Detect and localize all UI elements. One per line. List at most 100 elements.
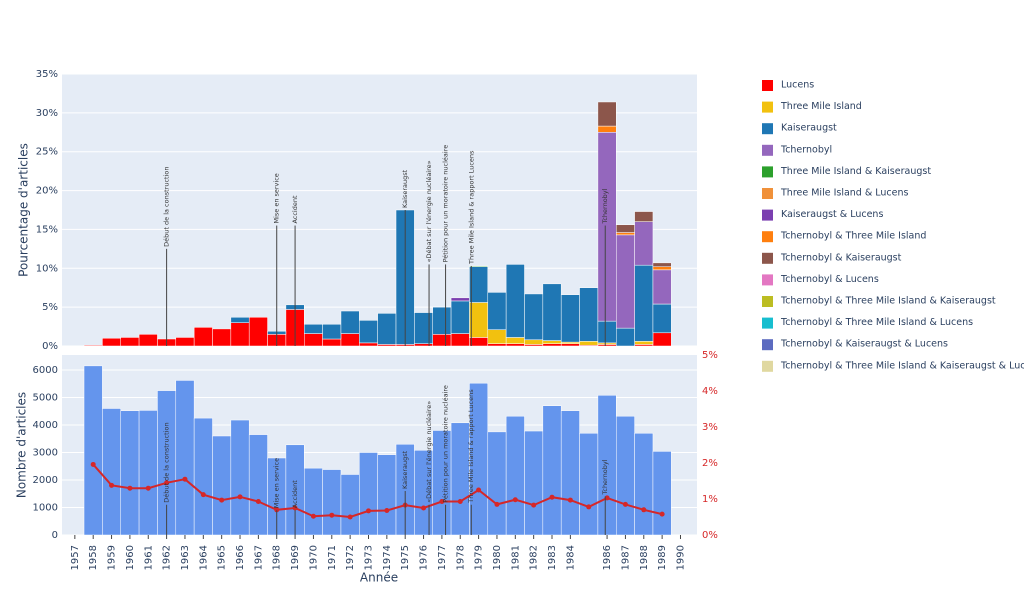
bar-segment [450, 333, 470, 347]
legend-swatch [762, 209, 773, 221]
legend-label: Tchernobyl & Lucens [780, 274, 879, 285]
legend-label: Three Mile Island [780, 101, 862, 112]
bar [83, 365, 103, 536]
line-marker [329, 512, 335, 518]
line-marker [145, 485, 151, 491]
bar [230, 419, 250, 536]
y-tick-label: 25% [36, 147, 58, 158]
x-tick-label: 1986 [602, 545, 613, 570]
x-tick-label: 1990 [675, 545, 686, 570]
y-tick-label: 2000 [33, 475, 58, 486]
y-tick-label: 15% [36, 224, 58, 235]
y2-tick-label: 2% [702, 458, 718, 469]
bar-segment [597, 125, 617, 133]
line-marker [255, 499, 261, 505]
x-tick-label: 1967 [253, 545, 264, 570]
x-tick-label: 1957 [70, 545, 81, 570]
y2-tick-label: 5% [702, 350, 718, 361]
y-tick-label: 30% [36, 108, 58, 119]
x-tick-label: 1988 [639, 545, 650, 570]
legend-label: Tchernobyl & Three Mile Island & Kaisera… [780, 296, 996, 307]
x-tick-label: 1976 [419, 545, 430, 570]
y-tick-label: 3000 [33, 447, 58, 458]
bar-segment [414, 312, 433, 344]
x-tick-label: 1969 [290, 545, 301, 570]
bar-segment [615, 232, 635, 236]
annotation-text: Three Mile Island & rapport Lucens [467, 150, 475, 265]
x-tick-label: 1973 [363, 545, 374, 570]
y-tick-label: 35% [36, 69, 58, 80]
x-tick-label: 1965 [217, 545, 228, 570]
y-tick-label: 4000 [33, 420, 58, 431]
y-axis-title: Pourcentage d'articles [17, 143, 31, 277]
bar-segment [450, 297, 470, 302]
y-axis-title: Nombre d'articles [15, 392, 29, 498]
y2-tick-label: 1% [702, 494, 718, 505]
bar-segment [505, 264, 525, 338]
line [92, 463, 663, 519]
annotation-text: Kaiseraugst [401, 169, 409, 208]
legend-label: Tchernobyl [780, 144, 832, 155]
annotation-text: Tchernobyl [601, 188, 609, 224]
bar-segment [120, 337, 140, 347]
bar-segment [652, 303, 672, 334]
bar-segment [524, 339, 544, 345]
bar-segment [634, 264, 654, 342]
legend-swatch [762, 188, 773, 199]
annotation-text: Tchernobyl [601, 459, 609, 495]
bar-segment [634, 341, 654, 345]
y-tick-label: 5% [42, 302, 58, 313]
x-tick-label: 1966 [235, 545, 246, 570]
annotation-text: Pétition pour un moratoire nucléaire [442, 145, 450, 263]
annotation-text: Début de la construction [163, 167, 171, 247]
legend-swatch [762, 274, 773, 286]
line-marker [439, 499, 445, 505]
bar-segment [652, 266, 672, 271]
line-marker [531, 502, 537, 508]
x-tick-label: 1979 [474, 545, 485, 570]
bar-segment [340, 310, 360, 334]
bar [102, 408, 121, 536]
bar [542, 405, 562, 536]
bar-segment [469, 337, 489, 347]
bar-segment [230, 322, 250, 347]
line-marker [567, 497, 573, 503]
bar [560, 410, 580, 536]
x-tick-label: 1971 [327, 545, 338, 570]
bar-segment [652, 332, 672, 347]
bar-segment [542, 283, 562, 341]
annotation-text: Pétition pour un moratoire nucléaire [442, 385, 450, 503]
bar-segment [340, 333, 360, 347]
bar-segment [432, 334, 452, 347]
bar-segment [304, 333, 323, 347]
y-tick-label: 6000 [33, 365, 58, 376]
bar-segment [377, 313, 397, 345]
line-marker [219, 497, 225, 503]
bar-segment [579, 341, 599, 346]
x-tick-label: 1984 [565, 545, 576, 570]
legend-label: Tchernobyl & Three Mile Island & Lucens [780, 317, 973, 328]
x-tick-label: 1989 [657, 545, 668, 570]
line-marker [127, 485, 133, 491]
bar-segment [652, 269, 672, 305]
bar-segment [102, 337, 121, 347]
line-marker [494, 501, 500, 507]
line-marker [641, 507, 647, 513]
bar-segment [248, 316, 268, 347]
bar [322, 469, 342, 536]
bar-segment [359, 342, 378, 347]
annotation-text: Début de la construction [163, 422, 171, 502]
bar-segment [634, 221, 654, 266]
legend-label: Tchernobyl & Kaiseraugst & Lucens [780, 339, 948, 350]
bar [212, 435, 232, 536]
annotation-text: Accident [291, 480, 299, 509]
bar [579, 432, 599, 536]
line-marker [604, 495, 610, 501]
bar [248, 434, 268, 536]
bar-segment [597, 132, 617, 322]
bar-segment [193, 327, 213, 347]
bar-segment [414, 343, 433, 347]
line-marker [476, 487, 482, 493]
line-marker [365, 508, 371, 514]
